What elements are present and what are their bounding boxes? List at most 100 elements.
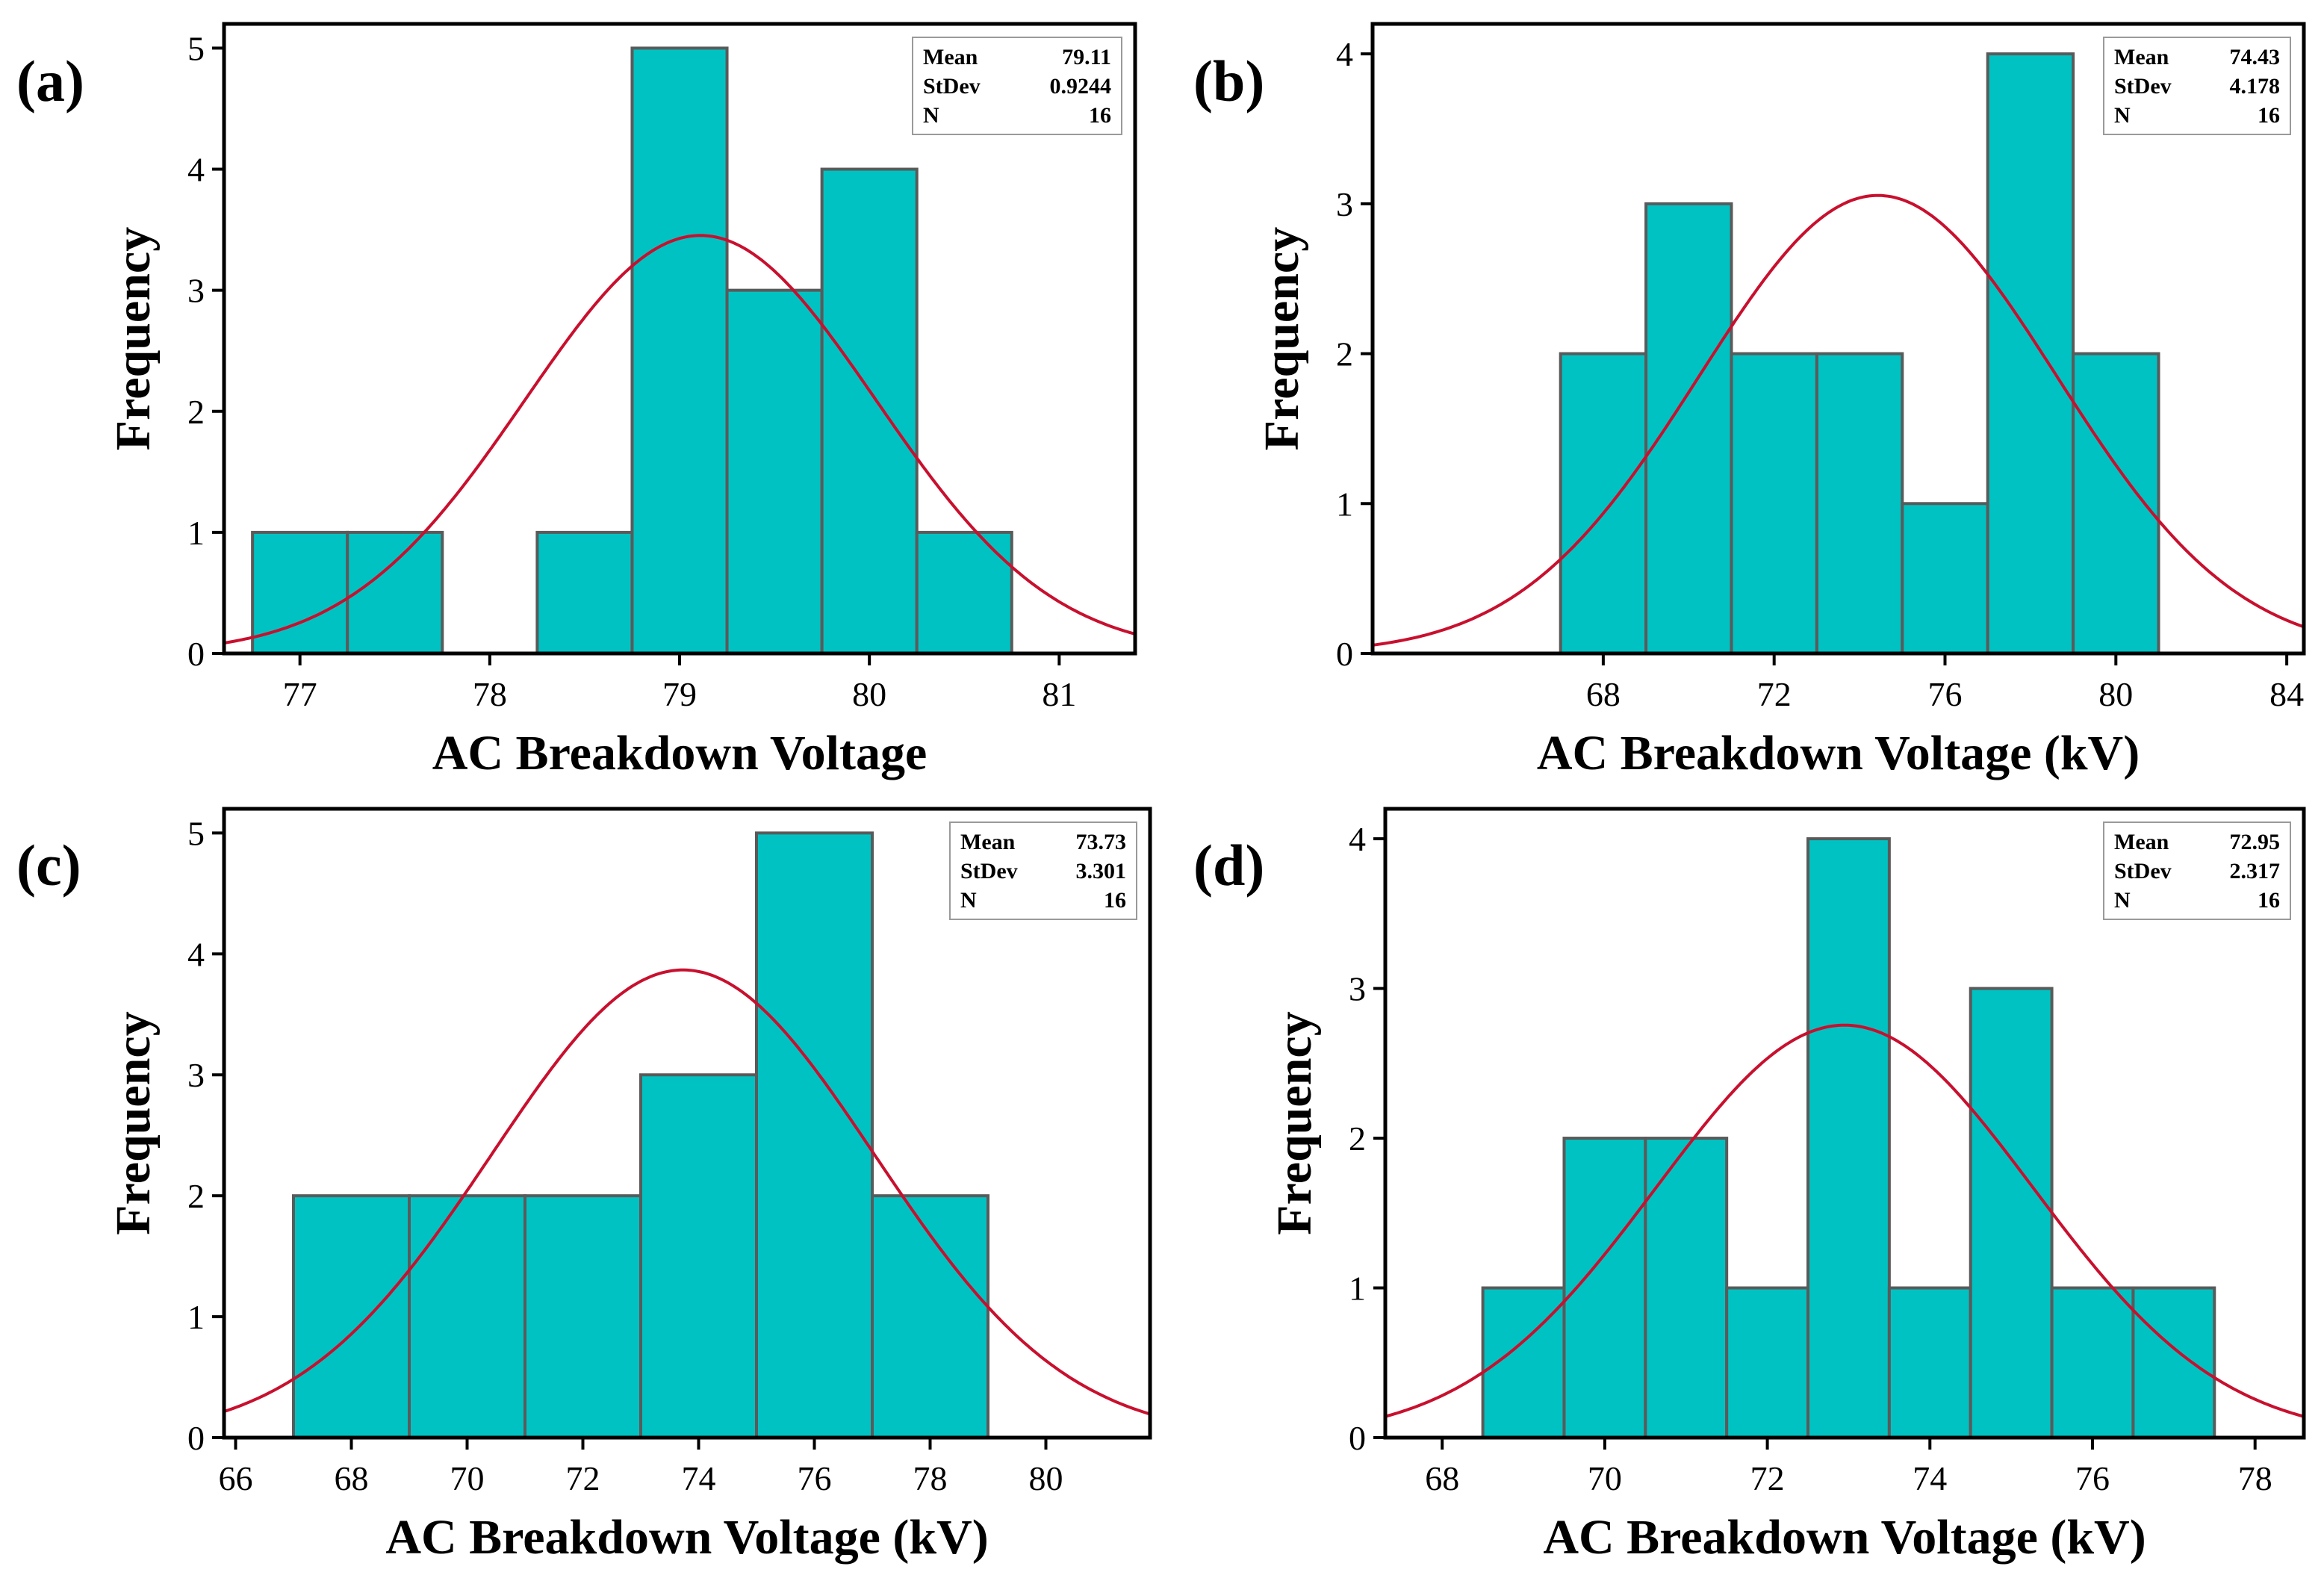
y-tick-label: 5 (187, 814, 205, 852)
x-tick-label: 74 (1913, 1459, 1947, 1497)
y-axis-title: Frequency (1255, 227, 1309, 450)
stats-box: Mean 73.73 StDev 3.301 N 16 (949, 821, 1137, 920)
normal-fit-curve (1372, 193, 2305, 647)
x-tick-label: 76 (1928, 675, 1963, 713)
stats-box-border (949, 821, 1137, 920)
histogram-bar (1559, 352, 1648, 655)
x-tick-label: 74 (682, 1459, 716, 1497)
stats-box: Mean 79.11 StDev 0.9244 N 16 (912, 37, 1122, 135)
y-tick-label: 1 (1336, 485, 1353, 523)
histogram-bar (820, 167, 919, 656)
stat-label: N (923, 103, 939, 128)
x-tick-label: 84 (2269, 675, 2304, 713)
x-tick-label: 80 (852, 675, 886, 713)
histogram-bar (1644, 1137, 1729, 1439)
x-axis-title: AC Breakdown Voltage (432, 726, 928, 780)
y-tick-label: 1 (187, 1298, 205, 1336)
stat-label: N (960, 888, 977, 913)
x-tick-label: 76 (2075, 1459, 2110, 1497)
stats-box: Mean 74.43 StDev 4.178 N 16 (2103, 37, 2291, 135)
histogram-bar (1969, 987, 2054, 1439)
panel-label: (a) (16, 49, 84, 114)
histogram-bar (1901, 502, 1989, 655)
stat-label: StDev (923, 74, 981, 99)
histogram-bar (755, 831, 874, 1439)
stat-value: 16 (2258, 888, 2280, 913)
histogram-bar (523, 1194, 642, 1439)
stat-value: 72.95 (2230, 830, 2281, 854)
stat-value: 0.9244 (1050, 74, 1112, 99)
stat-value: 16 (1089, 103, 1111, 128)
stat-value: 79.11 (1062, 45, 1111, 69)
x-tick-label: 78 (473, 675, 507, 713)
panel-label: (b) (1193, 49, 1264, 114)
histogram-panel-4: 68 70 72 74 76 78 0 1 2 3 4 AC Breakdown Voltage (k… (1193, 807, 2306, 1565)
histogram-bar (408, 1194, 526, 1439)
stat-value: 3.301 (1076, 859, 1127, 883)
y-tick-label: 2 (1349, 1119, 1366, 1158)
x-axis-title: AC Breakdown Voltage (kV) (1543, 1510, 2146, 1565)
x-tick-label: 68 (1425, 1459, 1459, 1497)
stat-label: Mean (923, 45, 978, 69)
stat-label: N (2114, 888, 2131, 913)
stat-value: 16 (1104, 888, 1126, 913)
y-tick-label: 0 (1349, 1419, 1366, 1457)
x-tick-label: 78 (2238, 1459, 2272, 1497)
y-axis-title: Frequency (106, 227, 161, 450)
x-tick-label: 81 (1042, 675, 1076, 713)
y-tick-label: 4 (1349, 820, 1366, 858)
plot-frame (1370, 22, 2306, 656)
plot-frame (1383, 807, 2306, 1440)
x-tick-label: 80 (2098, 675, 2133, 713)
stat-value: 73.73 (1076, 830, 1127, 854)
y-tick-label: 5 (187, 29, 205, 67)
stat-value: 4.178 (2230, 74, 2281, 99)
x-tick-label: 80 (1029, 1459, 1063, 1497)
y-axis-title: Frequency (1267, 1011, 1322, 1234)
y-tick-label: 1 (1349, 1270, 1366, 1308)
stats-box-border (912, 37, 1122, 135)
stat-value: 74.43 (2230, 45, 2281, 69)
panel-label: (d) (1193, 833, 1264, 898)
x-axis-title: AC Breakdown Voltage (kV) (385, 1510, 988, 1565)
y-tick-label: 2 (187, 393, 205, 431)
histogram-bar (1806, 837, 1891, 1439)
stat-value: 16 (2258, 103, 2280, 128)
y-tick-label: 3 (187, 1056, 205, 1094)
normal-fit-curve (223, 234, 1136, 645)
x-tick-label: 70 (450, 1459, 485, 1497)
stats-box-border (2103, 37, 2291, 135)
normal-fit-curve (1385, 1023, 2305, 1418)
histogram-panel-1: 77 78 79 80 81 0 1 2 3 4 5 AC Breakdown Voltage Freq… (16, 22, 1137, 780)
histogram-bar (346, 530, 444, 656)
normal-fit-curve (223, 968, 1151, 1416)
x-tick-label: 77 (283, 675, 317, 713)
y-tick-label: 1 (187, 514, 205, 552)
plot-frame (222, 807, 1152, 1440)
y-tick-label: 4 (187, 151, 205, 189)
stat-label: StDev (2114, 859, 2172, 883)
histogram-bar (915, 530, 1013, 656)
histogram-bar (535, 530, 634, 656)
x-tick-label: 79 (662, 675, 697, 713)
histogram-bar (871, 1194, 989, 1439)
y-tick-label: 0 (1336, 635, 1353, 673)
y-tick-label: 4 (187, 935, 205, 973)
y-tick-label: 3 (1336, 185, 1353, 223)
stat-label: Mean (960, 830, 1016, 854)
y-tick-label: 0 (187, 635, 205, 673)
histogram-bar (725, 288, 824, 655)
histogram-bar (2131, 1286, 2216, 1439)
x-tick-label: 78 (913, 1459, 948, 1497)
panel-label: (c) (16, 833, 81, 898)
stat-label: N (2114, 103, 2131, 128)
histogram-bar (639, 1073, 758, 1439)
stat-label: Mean (2114, 45, 2169, 69)
x-tick-label: 68 (1586, 675, 1621, 713)
histogram-bar (1815, 352, 1904, 655)
histogram-bar (1730, 352, 1818, 655)
y-tick-label: 2 (187, 1177, 205, 1215)
stat-value: 2.317 (2230, 859, 2281, 883)
stats-box-border (2103, 821, 2291, 920)
